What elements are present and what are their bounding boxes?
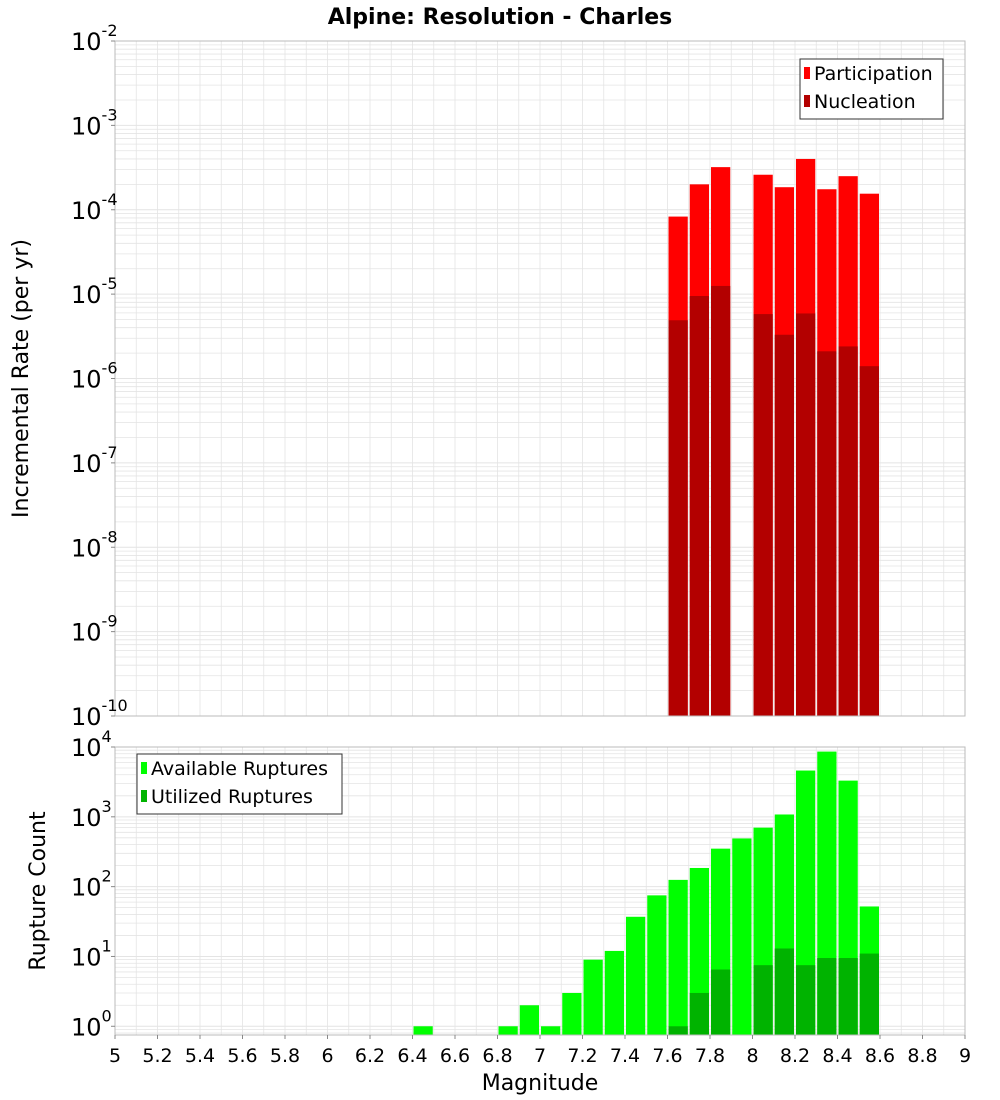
bar	[796, 965, 816, 1035]
legend: Participation Nucleation	[799, 58, 944, 120]
x-axis-label: Magnitude	[482, 1071, 599, 1096]
series-secondary	[668, 948, 879, 1035]
y-tick-label: 10-7	[71, 443, 118, 478]
y-tick-label: 10-9	[71, 612, 118, 647]
x-tick-label: 8.8	[907, 1045, 937, 1067]
legend-label: Nucleation	[814, 91, 916, 113]
y-tick-label: 102	[71, 867, 112, 902]
bar	[562, 992, 582, 1035]
y-tick-label: 101	[71, 936, 112, 971]
x-tick-label: 6.6	[440, 1045, 470, 1067]
bar	[668, 320, 688, 716]
x-tick-label: 7.8	[695, 1045, 725, 1067]
x-tick-label: 5	[109, 1045, 121, 1067]
y-tick-label: 10-4	[71, 190, 118, 225]
x-tick-label: 8	[746, 1045, 758, 1067]
y-tick-label: 10-6	[71, 359, 118, 394]
bar	[817, 351, 837, 716]
x-tick-label: 6.4	[397, 1045, 427, 1067]
x-tick-label: 6	[321, 1045, 333, 1067]
bar	[859, 366, 879, 716]
legend-swatch	[141, 762, 147, 774]
x-tick-label: 5.2	[142, 1045, 172, 1067]
legend-label: Participation	[814, 63, 933, 85]
bar	[711, 969, 731, 1035]
series-secondary	[668, 285, 879, 716]
x-tick-label: 7.2	[567, 1045, 597, 1067]
legend-label: Utilized Ruptures	[151, 786, 313, 808]
legend-swatch	[141, 790, 147, 802]
bar	[689, 992, 709, 1035]
x-tick-label: 7	[534, 1045, 546, 1067]
x-tick-label: 6.2	[355, 1045, 385, 1067]
x-tick-label: 7.6	[652, 1045, 682, 1067]
legend-swatch	[804, 67, 810, 79]
x-tick-label: 5.8	[270, 1045, 300, 1067]
x-tick-label: 7.4	[610, 1045, 640, 1067]
bar	[838, 346, 858, 716]
legend-swatch	[804, 95, 810, 107]
x-tick-label: 9	[959, 1045, 971, 1067]
bar	[711, 285, 731, 716]
bar	[519, 1005, 539, 1035]
legend: Available Ruptures Utilized Ruptures	[136, 753, 343, 815]
bar	[647, 895, 667, 1035]
panel-rate: 10-10 10-9 10-8 10-7 10-6 10-5 10-4 10-3 10-2 Inc…	[9, 21, 966, 731]
bar	[838, 958, 858, 1035]
y-tick-label: 10-8	[71, 527, 118, 562]
bar	[817, 958, 837, 1035]
grid	[114, 40, 966, 717]
bar	[541, 1026, 561, 1035]
y-tick-label: 10-3	[71, 105, 118, 140]
bar	[668, 879, 688, 1035]
bar	[859, 953, 879, 1035]
bar	[732, 838, 752, 1035]
bar	[604, 950, 624, 1035]
x-tick-label: 5.6	[227, 1045, 257, 1067]
legend-box	[799, 58, 944, 120]
y-tick-label: 103	[71, 797, 112, 832]
chart-title: Alpine: Resolution - Charles	[328, 5, 673, 30]
y-tick-label: 100	[71, 1006, 112, 1041]
bar	[774, 334, 794, 716]
bar	[753, 314, 773, 716]
x-tick-label: 8.4	[822, 1045, 852, 1067]
legend-box	[136, 753, 343, 815]
x-tick-label: 8.6	[865, 1045, 895, 1067]
y-axis-label: Rupture Count	[26, 811, 51, 971]
bar	[753, 965, 773, 1035]
y-tick-label: 10-5	[71, 274, 118, 309]
x-tick-label: 6.8	[482, 1045, 512, 1067]
x-tick-label: 8.2	[780, 1045, 810, 1067]
y-tick-label: 10-10	[71, 696, 128, 731]
legend-label: Available Ruptures	[151, 758, 328, 780]
bar	[626, 916, 646, 1035]
bar	[413, 1026, 433, 1035]
bar	[796, 313, 816, 716]
bar	[774, 948, 794, 1035]
bar	[689, 296, 709, 716]
y-tick-label: 104	[71, 727, 112, 762]
panel-count: 100 101 102 103 104 Rupture Count 5 5.2 5.4 5.6 5.…	[26, 727, 971, 1067]
bar	[583, 959, 603, 1035]
y-axis-label: Incremental Rate (per yr)	[9, 239, 34, 518]
y-tick-label: 10-2	[71, 21, 118, 56]
bar	[498, 1026, 518, 1035]
x-tick-label: 5.4	[185, 1045, 215, 1067]
bar	[668, 1026, 688, 1035]
